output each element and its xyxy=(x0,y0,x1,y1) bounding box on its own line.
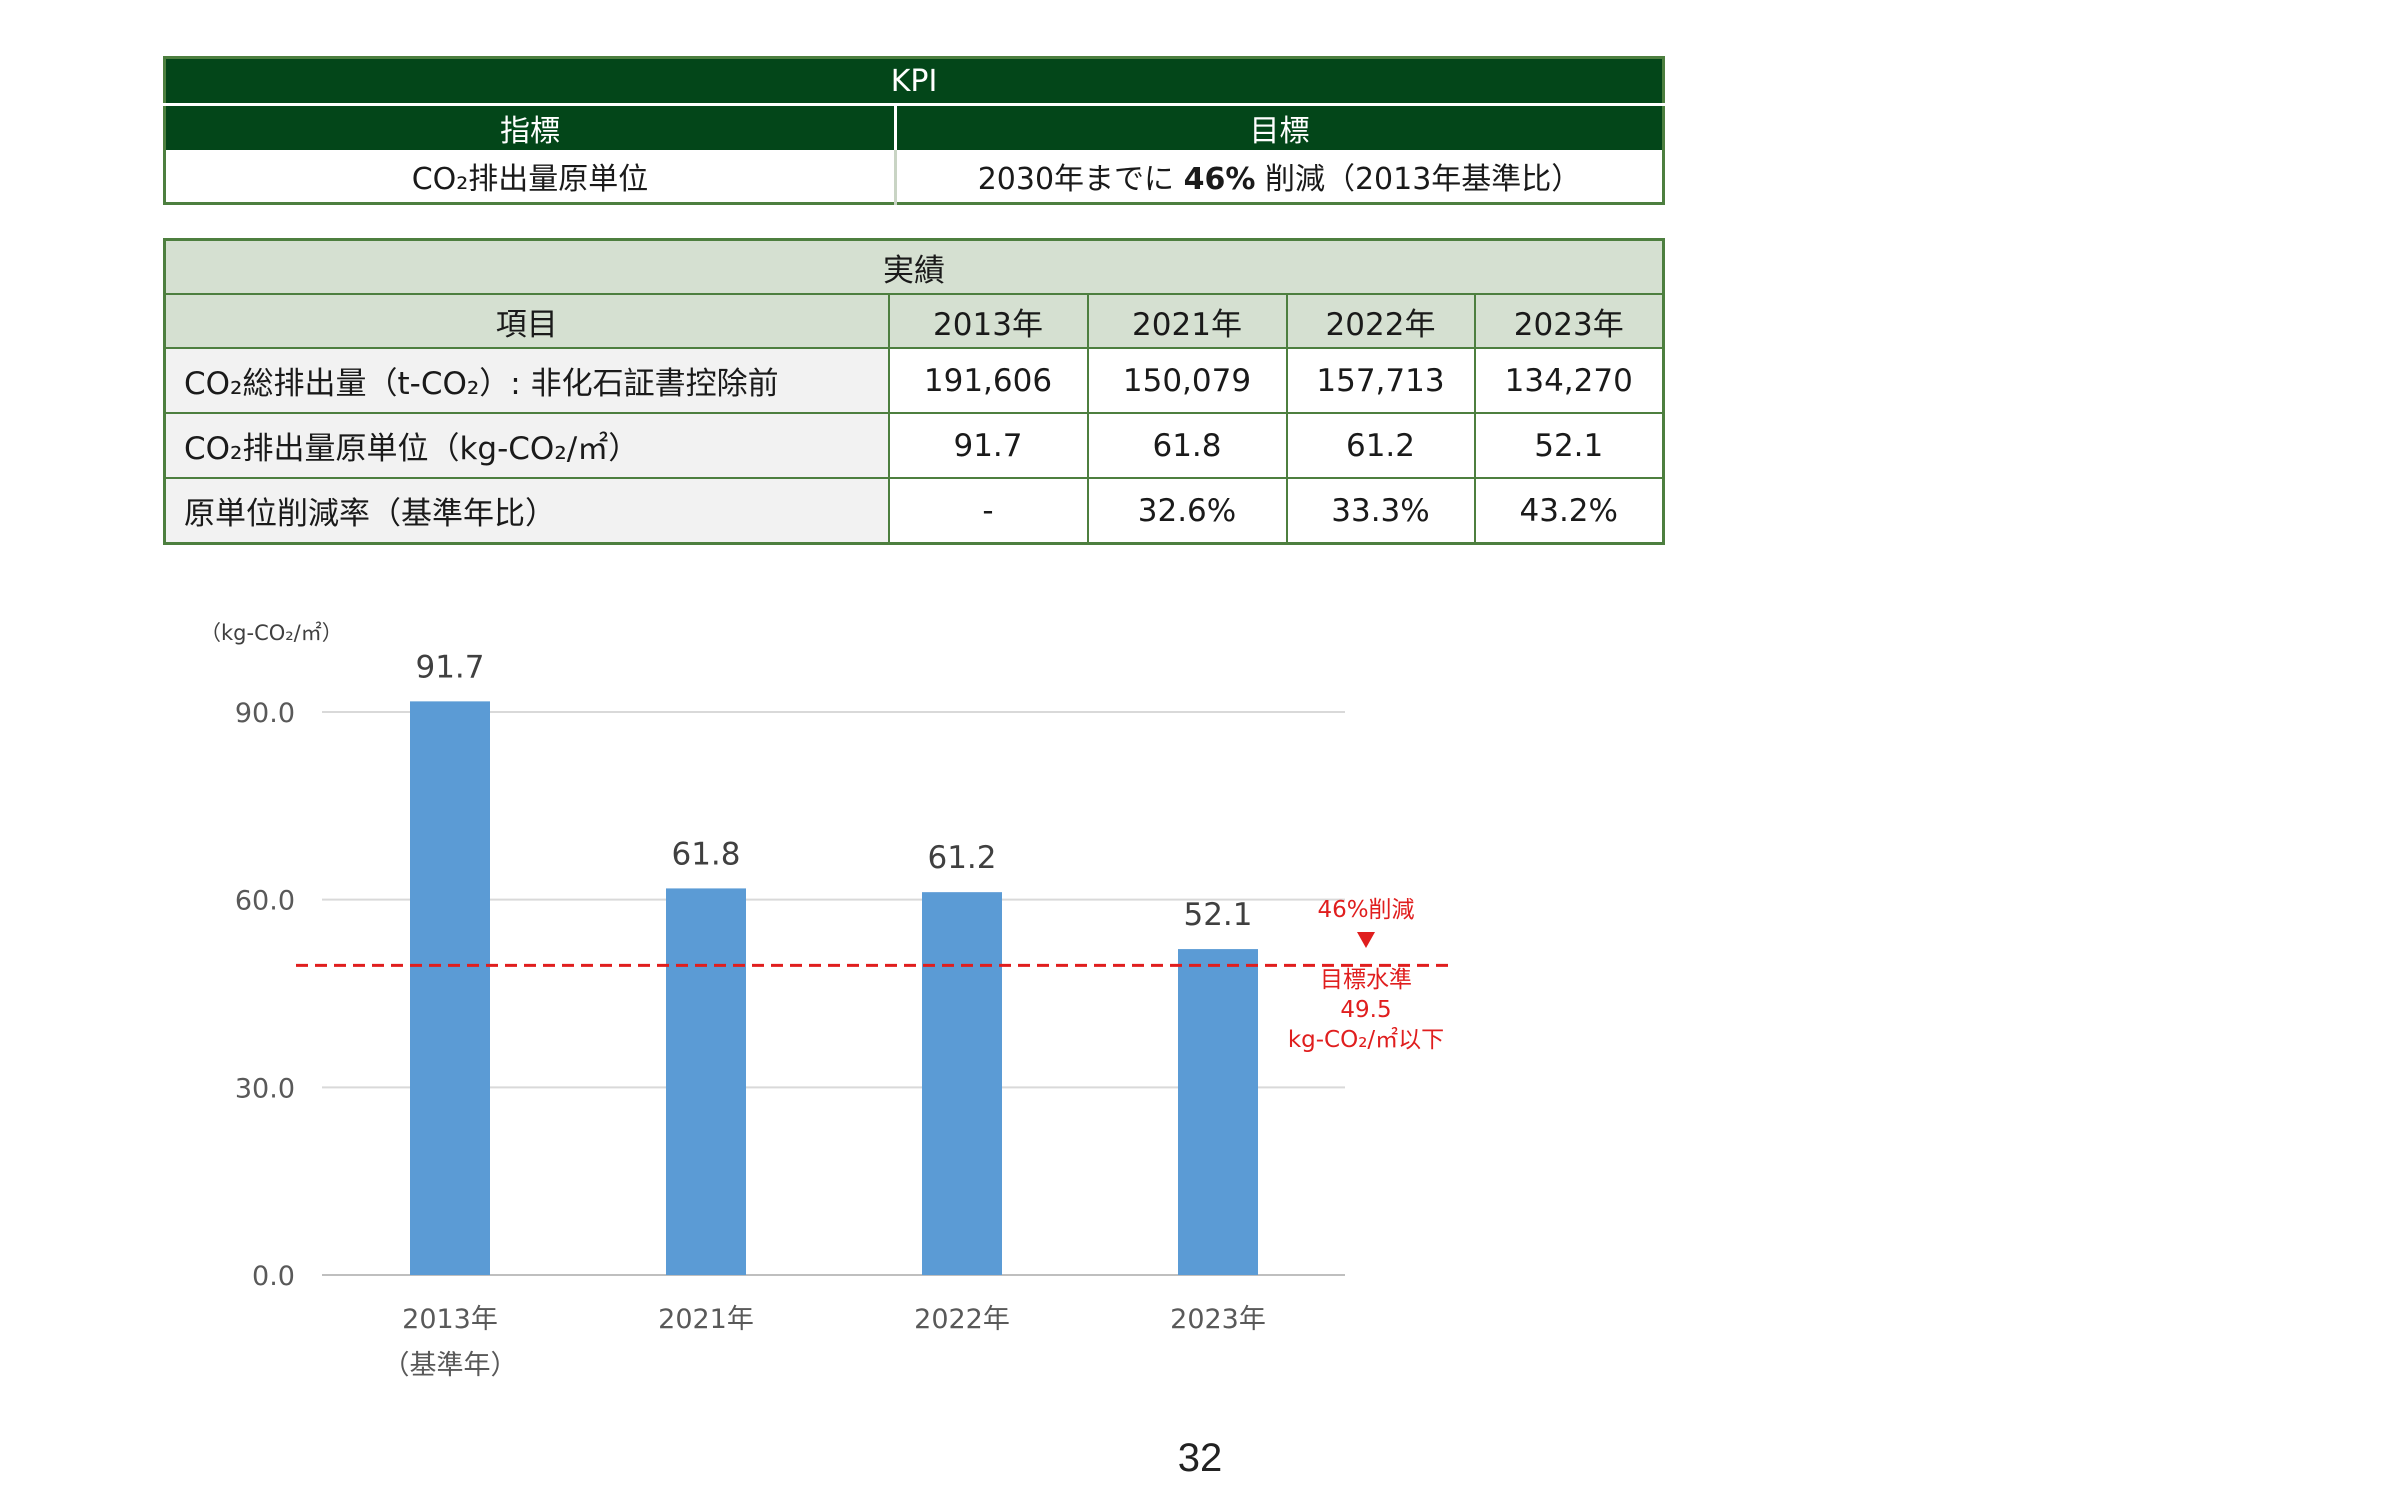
table-cell: 61.2 xyxy=(1285,412,1476,479)
row-label: CO₂総排出量（t-CO₂）: 非化石証書控除前 xyxy=(163,347,890,414)
bar xyxy=(410,701,490,1275)
results-header-2021: 2021年 xyxy=(1086,293,1288,349)
results-table-title: 実績 xyxy=(163,238,1665,295)
results-header-2013: 2013年 xyxy=(887,293,1089,349)
table-cell: - xyxy=(887,477,1089,545)
results-table: 実績 項目 2013年 2021年 2022年 2023年 CO₂総排出量（t-… xyxy=(163,238,1665,545)
bar xyxy=(666,888,746,1275)
table-cell: 61.8 xyxy=(1086,412,1288,479)
page-number: 32 xyxy=(1177,1436,1223,1480)
kpi-indicator: CO₂排出量原単位 xyxy=(164,150,896,204)
table-row: CO₂総排出量（t-CO₂）: 非化石証書控除前 191,606 150,079… xyxy=(163,347,1665,414)
y-unit-label: （kg-CO₂/㎡） xyxy=(200,621,343,645)
x-tick-label: 2021年 xyxy=(658,1304,754,1335)
table-cell: 91.7 xyxy=(887,412,1089,479)
data-label: 61.2 xyxy=(927,840,996,876)
y-tick-label: 30.0 xyxy=(235,1073,295,1104)
data-label: 61.8 xyxy=(671,836,740,872)
target-annotation-top: 46%削減 xyxy=(1317,897,1414,923)
results-header-item: 項目 xyxy=(163,293,890,349)
data-label: 52.1 xyxy=(1183,897,1252,933)
kpi-target-suffix: 削減（2013年基準比） xyxy=(1255,162,1582,197)
intensity-bar-chart: 0.0 30.0 60.0 90.0 （kg-CO₂/㎡） 91.7 2013年 （基準年） 6… xyxy=(200,621,1450,1381)
kpi-header-target: 目標 xyxy=(894,104,1664,150)
data-label: 91.7 xyxy=(415,649,484,685)
x-tick-sublabel: （基準年） xyxy=(383,1350,518,1381)
results-header-2022: 2022年 xyxy=(1285,293,1476,349)
table-cell: 157,713 xyxy=(1285,347,1476,414)
bar xyxy=(922,892,1002,1275)
bar xyxy=(1178,949,1258,1275)
table-cell: 134,270 xyxy=(1473,347,1665,414)
y-tick-label: 0.0 xyxy=(252,1261,295,1292)
kpi-target-prefix: 2030年までに xyxy=(977,162,1184,197)
table-cell: 32.6% xyxy=(1086,477,1288,545)
table-cell: 33.3% xyxy=(1285,477,1476,545)
y-tick-label: 90.0 xyxy=(235,698,295,729)
kpi-target: 2030年までに 46% 削減（2013年基準比） xyxy=(894,150,1664,204)
x-tick-label: 2022年 xyxy=(914,1304,1010,1335)
kpi-header-indicator: 指標 xyxy=(164,104,896,150)
x-tick-label: 2013年 xyxy=(402,1304,498,1335)
target-annotation-line: kg-CO₂/㎡以下 xyxy=(1288,1027,1444,1053)
target-annotation-line: 目標水準 xyxy=(1320,967,1412,993)
results-header-2023: 2023年 xyxy=(1473,293,1665,349)
row-label: 原単位削減率（基準年比） xyxy=(163,477,890,545)
kpi-target-bold: 46% xyxy=(1183,162,1256,197)
table-cell: 191,606 xyxy=(887,347,1089,414)
table-row: 原単位削減率（基準年比） - 32.6% 33.3% 43.2% xyxy=(163,477,1665,545)
table-cell: 52.1 xyxy=(1473,412,1665,479)
table-cell: 43.2% xyxy=(1473,477,1665,545)
kpi-table: KPI 指標 目標 CO₂排出量原単位 2030年までに 46% 削減（2013… xyxy=(163,56,1665,205)
down-triangle-icon xyxy=(1357,932,1375,948)
table-row: CO₂排出量原単位（kg-CO₂/㎡） 91.7 61.8 61.2 52.1 xyxy=(163,412,1665,479)
row-label: CO₂排出量原単位（kg-CO₂/㎡） xyxy=(163,412,890,479)
table-cell: 150,079 xyxy=(1086,347,1288,414)
x-tick-label: 2023年 xyxy=(1170,1304,1266,1335)
target-annotation-line: 49.5 xyxy=(1340,997,1391,1023)
kpi-table-title: KPI xyxy=(164,57,1664,106)
y-tick-label: 60.0 xyxy=(235,886,295,917)
